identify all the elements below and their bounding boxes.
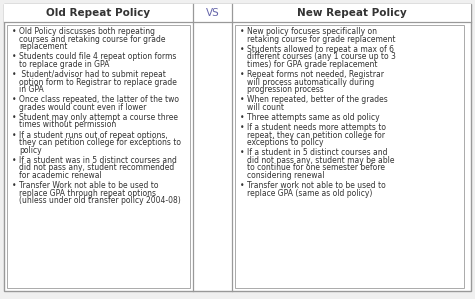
Text: Three attempts same as old policy: Three attempts same as old policy [247,113,380,122]
Bar [235,25,464,288]
Text: •: • [240,148,245,157]
Text: Transfer Work not able to be used to: Transfer Work not able to be used to [19,181,159,190]
Text: •: • [12,52,17,61]
Text: •: • [240,70,245,79]
Text: Old Policy discusses both repeating: Old Policy discusses both repeating [19,27,155,36]
Text: Repeat forms not needed, Registrar: Repeat forms not needed, Registrar [247,70,384,79]
Text: New Repeat Policy: New Repeat Policy [296,8,407,18]
Text: considering renewal: considering renewal [247,171,324,180]
Text: When repeated, better of the grades: When repeated, better of the grades [247,95,388,104]
Text: repeat, they can petition college for: repeat, they can petition college for [247,131,385,140]
Text: did not pass any, student may be able: did not pass any, student may be able [247,156,395,165]
Text: •: • [12,27,17,36]
Text: for academic renewal: for academic renewal [19,171,102,180]
Text: Old Repeat Policy: Old Repeat Policy [47,8,151,18]
Text: to replace grade in GPA: to replace grade in GPA [19,60,109,69]
Bar [4,4,471,22]
Text: If a student needs more attempts to: If a student needs more attempts to [247,123,386,132]
Text: to continue for one semester before: to continue for one semester before [247,164,385,173]
Text: Students allowed to repeat a max of 6: Students allowed to repeat a max of 6 [247,45,394,54]
Text: •: • [240,123,245,132]
Text: different courses (any 1 course up to 3: different courses (any 1 course up to 3 [247,52,396,61]
Text: exceptions to policy: exceptions to policy [247,138,323,147]
Text: times) for GPA grade replacement: times) for GPA grade replacement [247,60,378,69]
Text: •: • [240,95,245,104]
Text: VS: VS [206,8,219,18]
Text: policy: policy [19,146,42,155]
Text: retaking course for grade replacement: retaking course for grade replacement [247,35,396,44]
Text: grades would count even if lower: grades would count even if lower [19,103,146,112]
Text: (unless under old transfer policy 2004-08): (unless under old transfer policy 2004-0… [19,196,181,205]
Text: will process automatically during: will process automatically during [247,77,374,86]
Text: Transfer work not able to be used to: Transfer work not able to be used to [247,181,386,190]
Text: option form to Registrar to replace grade: option form to Registrar to replace grad… [19,77,177,86]
Text: times without permission: times without permission [19,120,116,129]
Text: courses and retaking course for grade: courses and retaking course for grade [19,35,165,44]
Text: •: • [240,113,245,122]
Text: •: • [12,113,17,122]
Text: New policy focuses specifically on: New policy focuses specifically on [247,27,377,36]
Text: will count: will count [247,103,284,112]
Text: replace GPA through repeat options: replace GPA through repeat options [19,189,156,198]
Text: •: • [240,181,245,190]
Text: If a student runs out of repeat options,: If a student runs out of repeat options, [19,131,168,140]
Text: •: • [12,95,17,104]
Text: •: • [12,70,17,79]
Text: If a student was in 5 distinct courses and: If a student was in 5 distinct courses a… [19,156,177,165]
Text: Student may only attempt a course three: Student may only attempt a course three [19,113,178,122]
Text: they can petition college for exceptions to: they can petition college for exceptions… [19,138,181,147]
Text: •: • [240,45,245,54]
Text: replacement: replacement [19,42,67,51]
Text: •: • [12,131,17,140]
Text: replace GPA (same as old policy): replace GPA (same as old policy) [247,189,372,198]
Text: If a student in 5 distinct courses and: If a student in 5 distinct courses and [247,148,388,157]
Text: •: • [12,181,17,190]
Text: did not pass any, student recommended: did not pass any, student recommended [19,164,174,173]
Text: Once class repeated, the latter of the two: Once class repeated, the latter of the t… [19,95,179,104]
Text: Students could file 4 repeat option forms: Students could file 4 repeat option form… [19,52,176,61]
Text: in GPA: in GPA [19,85,44,94]
Text: •: • [240,27,245,36]
Text: •: • [12,156,17,165]
Bar [7,25,190,288]
Text: progression process: progression process [247,85,324,94]
Text: Student/advisor had to submit repeat: Student/advisor had to submit repeat [19,70,166,79]
